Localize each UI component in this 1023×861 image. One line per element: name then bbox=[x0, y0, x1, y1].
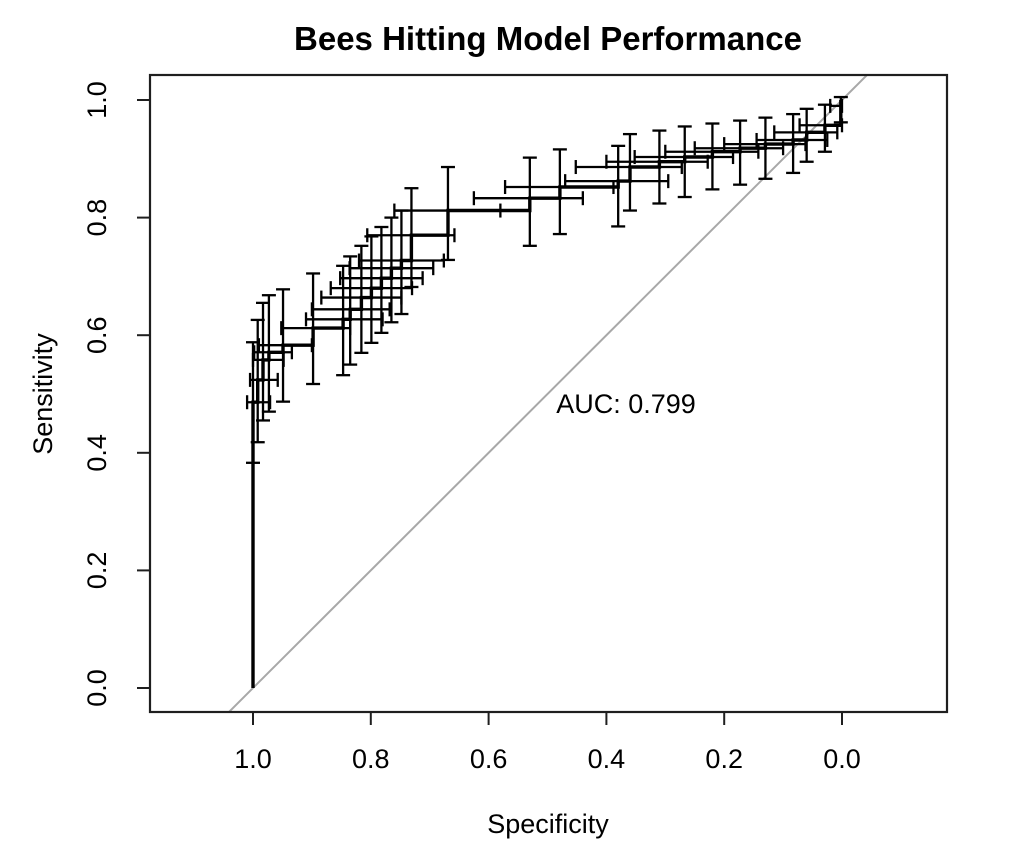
chance-diagonal-line bbox=[227, 75, 869, 712]
y-tick-label: 0.6 bbox=[82, 316, 112, 354]
y-tick-label: 0.0 bbox=[82, 669, 112, 707]
y-tick-label: 1.0 bbox=[82, 81, 112, 119]
x-tick-label: 0.8 bbox=[352, 744, 390, 774]
x-tick-label: 1.0 bbox=[234, 744, 272, 774]
x-tick-label: 0.0 bbox=[823, 744, 861, 774]
x-axis-label: Specificity bbox=[487, 809, 609, 839]
y-axis-label: Sensitivity bbox=[28, 333, 58, 455]
y-tick-label: 0.2 bbox=[82, 552, 112, 590]
chance-line-group bbox=[227, 75, 869, 712]
y-tick-label: 0.4 bbox=[82, 434, 112, 472]
x-tick-label: 0.4 bbox=[588, 744, 626, 774]
chart-title: Bees Hitting Model Performance bbox=[294, 20, 802, 57]
ci-crosses bbox=[245, 95, 848, 464]
roc-curve bbox=[251, 100, 843, 688]
x-tick-label: 0.2 bbox=[705, 744, 743, 774]
y-tick-label: 0.8 bbox=[82, 199, 112, 237]
auc-annotation: AUC: 0.799 bbox=[556, 389, 696, 419]
plot-area: 1.0 0.8 0.6 0.4 0.2 0.0 0.0 0.2 0.4 0.6 0.8 1.0 bbox=[82, 73, 949, 774]
plot-border bbox=[148, 73, 949, 714]
x-tick-label: 0.6 bbox=[470, 744, 508, 774]
axis-ticks: 1.0 0.8 0.6 0.4 0.2 0.0 0.0 0.2 0.4 0.6 0.8 1.0 bbox=[82, 81, 861, 774]
